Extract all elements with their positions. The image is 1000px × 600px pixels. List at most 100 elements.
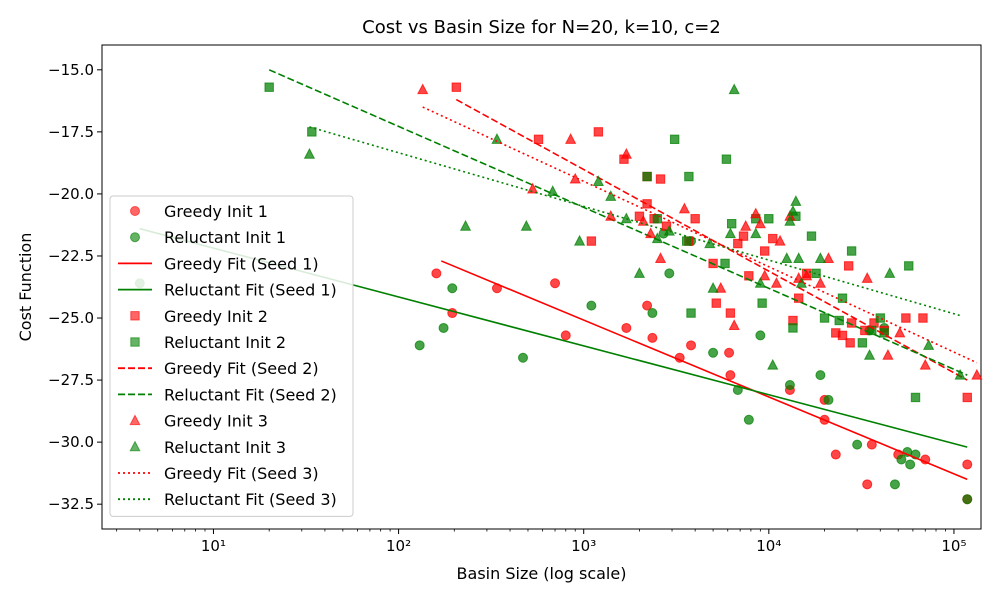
data-point <box>793 252 805 263</box>
data-point <box>431 268 442 279</box>
data-point <box>750 227 762 239</box>
y-tick-label: −20.0 <box>48 185 94 203</box>
data-point <box>819 313 830 323</box>
fit-line <box>309 126 961 317</box>
data-point <box>889 479 900 490</box>
data-point <box>414 340 425 351</box>
data-point <box>417 83 429 95</box>
x-axis-label: Basin Size (log scale) <box>457 564 627 583</box>
data-point <box>721 154 732 164</box>
data-point <box>740 219 752 231</box>
data-point <box>857 338 868 348</box>
data-point <box>814 252 827 263</box>
y-tick-label: −30.0 <box>48 433 94 451</box>
data-point <box>652 214 663 224</box>
legend-entry: Reluctant Init 2 <box>130 333 286 352</box>
data-point <box>711 298 721 308</box>
data-point <box>863 348 876 360</box>
data-point <box>954 368 966 380</box>
series-6 <box>455 98 968 381</box>
series-9 <box>303 83 966 380</box>
data-point <box>690 214 700 224</box>
data-point <box>814 276 827 288</box>
legend-box <box>109 195 354 517</box>
data-point <box>750 207 762 219</box>
legend-label: Reluctant Fit (Seed 1) <box>164 281 337 300</box>
x-tick-label: 10⁴ <box>756 537 781 555</box>
y-axis: −32.5 −30.0 −27.5 −25.0 −22.5 −20.0 −17.5 −15.0 <box>48 61 102 513</box>
data-point <box>875 313 885 323</box>
legend-label: Greedy Init 3 <box>164 412 268 431</box>
data-point <box>823 394 834 405</box>
data-point <box>527 182 539 194</box>
data-point <box>724 227 737 239</box>
data-layer <box>134 69 983 505</box>
data-point <box>686 308 696 318</box>
legend-label: Reluctant Init 2 <box>164 333 286 352</box>
data-point <box>720 258 730 269</box>
data-point <box>755 330 766 341</box>
legend-entry: Reluctant Fit (Seed 1) <box>118 281 337 300</box>
data-point <box>781 252 793 263</box>
series-8 <box>417 83 983 380</box>
data-point <box>655 174 666 184</box>
legend-marker <box>130 311 140 321</box>
data-point <box>733 238 743 249</box>
data-point <box>520 219 532 231</box>
data-point <box>728 83 740 95</box>
data-point <box>788 323 798 333</box>
data-point <box>843 261 854 271</box>
legend-label: Greedy Init 1 <box>164 202 268 221</box>
data-point <box>962 392 972 403</box>
data-point <box>724 347 735 358</box>
plot-area <box>101 44 983 530</box>
data-point <box>647 332 658 343</box>
y-axis-label: Cost Function <box>16 233 35 342</box>
data-point <box>852 439 863 450</box>
data-point <box>620 212 632 224</box>
data-point <box>845 338 855 348</box>
y-tick-label: −17.5 <box>48 123 94 141</box>
data-point <box>307 127 317 137</box>
data-point <box>795 276 808 288</box>
data-point <box>438 322 449 333</box>
data-point <box>760 246 770 256</box>
data-point <box>533 134 544 145</box>
data-point <box>664 268 675 279</box>
data-point <box>708 347 719 358</box>
data-point <box>621 322 632 333</box>
data-point <box>707 281 719 293</box>
legend-entry: Reluctant Fit (Seed 3) <box>118 490 337 509</box>
data-point <box>547 185 559 196</box>
data-point <box>830 449 841 460</box>
data-point <box>754 217 766 229</box>
legend-entry: Greedy Init 3 <box>129 412 268 431</box>
y-tick-label: −15.0 <box>48 61 94 79</box>
data-point <box>517 352 528 363</box>
data-point <box>822 252 835 263</box>
data-point <box>459 219 472 231</box>
data-point <box>770 276 783 288</box>
data-point <box>784 214 796 226</box>
data-point <box>681 236 692 246</box>
data-point <box>743 414 754 425</box>
data-point <box>684 171 694 182</box>
data-point <box>686 340 697 351</box>
legend-marker <box>130 232 140 243</box>
data-point <box>738 231 749 241</box>
legend-entry: Reluctant Fit (Seed 2) <box>118 385 337 404</box>
series-7 <box>268 69 968 376</box>
data-point <box>962 459 973 470</box>
legend-entry: Greedy Init 2 <box>130 307 268 326</box>
data-point <box>793 293 804 303</box>
chart-title: Cost vs Basin Size for N=20, k=10, c=2 <box>362 17 721 38</box>
data-point <box>764 214 774 224</box>
data-point <box>605 190 617 201</box>
legend-marker <box>129 440 141 452</box>
data-point <box>787 205 799 216</box>
data-point <box>837 330 848 341</box>
data-point <box>790 195 802 206</box>
data-point <box>800 269 813 281</box>
fit-line <box>422 106 978 364</box>
series-11 <box>309 126 961 317</box>
